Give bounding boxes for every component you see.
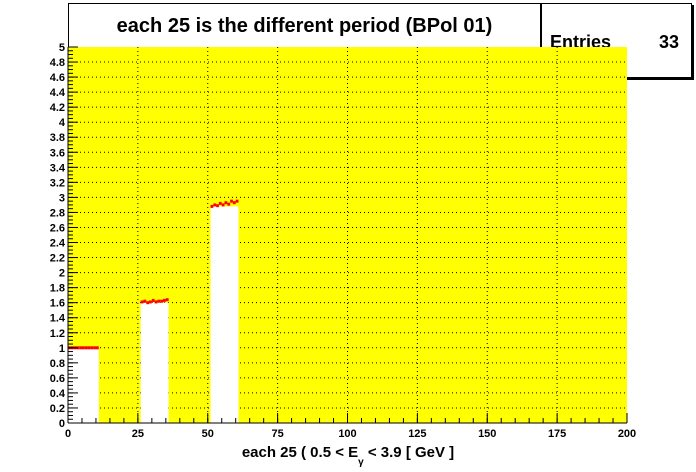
y-tick-label: 0.8: [50, 358, 65, 370]
x-tick-label: 75: [272, 428, 284, 440]
error-marker: [146, 301, 150, 305]
error-marker: [216, 204, 219, 208]
x-tick-label: 0: [65, 428, 71, 440]
y-tick-label: 1.6: [50, 298, 65, 310]
y-tick-label: 4.8: [50, 57, 65, 69]
histogram-bar: [210, 206, 239, 423]
error-marker: [165, 298, 169, 302]
y-tick-label: 3.2: [50, 177, 65, 189]
error-marker: [160, 299, 164, 303]
x-axis-title-part-2: < 3.9 [ GeV ]: [364, 444, 454, 461]
error-marker: [143, 299, 147, 303]
error-marker: [221, 203, 225, 207]
y-tick-label: 1.4: [50, 313, 66, 325]
axes-layer: [67, 46, 628, 424]
y-tick-label: 0: [59, 418, 65, 430]
x-tick-label: 25: [132, 428, 144, 440]
y-tick-label: 4.4: [50, 87, 66, 99]
grid-layer: [68, 47, 627, 423]
error-marker: [79, 346, 82, 350]
chart-title: each 25 is the different period (BPol 01…: [68, 3, 541, 49]
x-tick-label: 200: [618, 428, 636, 440]
bars-layer: [68, 206, 239, 423]
y-tick-label: 4.6: [50, 72, 65, 84]
error-marker: [95, 346, 99, 350]
y-tick-label: 2.4: [50, 238, 66, 250]
y-tick-label: 0.6: [50, 373, 65, 385]
y-tick-label: 2.8: [50, 207, 65, 219]
x-axis-title: each 25 ( 0.5 < Eγ < 3.9 [ GeV ]: [242, 444, 454, 468]
error-marker: [149, 300, 152, 304]
histogram-bar: [140, 302, 169, 423]
error-marker: [81, 346, 85, 350]
error-marker: [235, 199, 239, 203]
y-tick-label: 1: [59, 343, 65, 355]
error-marker: [84, 346, 88, 350]
y-tick-label: 2.2: [50, 253, 65, 265]
error-marker: [87, 346, 91, 350]
y-tick-label: 1.8: [50, 283, 65, 295]
tick-labels-layer: 0 0.2 0.4 0.6 0.8 1 1.2 1.4 1.6 1.8 2 2.2 2.4 2.6 2.8 3…: [50, 42, 636, 440]
x-tick-label: 175: [548, 428, 566, 440]
error-marker: [151, 298, 155, 302]
x-axis-title-subscript: γ: [358, 457, 364, 468]
error-marker: [227, 202, 231, 206]
y-tick-label: 4.2: [50, 102, 65, 114]
error-marker: [90, 346, 94, 350]
error-marker: [93, 346, 96, 350]
histogram-bar: [68, 347, 99, 423]
error-marker: [140, 300, 144, 304]
y-tick-label: 2.6: [50, 222, 65, 234]
y-tick-label: 5: [59, 42, 65, 54]
stats-entries-value: 33: [658, 32, 679, 52]
y-tick-label: 3.6: [50, 147, 65, 159]
x-tick-label: 125: [408, 428, 426, 440]
x-axis-title-part-1: each 25 ( 0.5 < E: [242, 444, 358, 461]
error-marker: [157, 299, 161, 303]
y-tick-label: 3: [59, 192, 65, 204]
y-tick-label: 0.4: [50, 388, 66, 400]
y-tick-label: 0.2: [50, 403, 65, 415]
error-marker: [154, 300, 158, 304]
y-tick-label: 2: [59, 268, 65, 280]
error-marker: [230, 199, 233, 203]
x-tick-label: 150: [478, 428, 496, 440]
error-marker: [210, 204, 214, 208]
error-marker: [224, 201, 228, 205]
x-tick-label: 50: [202, 428, 214, 440]
y-tick-label: 1.2: [50, 328, 65, 340]
y-tick-label: 3.8: [50, 132, 65, 144]
error-marker: [163, 298, 166, 302]
error-marker: [232, 201, 236, 205]
x-tick-label: 100: [338, 428, 356, 440]
error-marker: [213, 203, 217, 207]
y-tick-label: 3.4: [50, 162, 66, 174]
y-tick-label: 4: [59, 117, 66, 129]
error-marker: [218, 201, 222, 205]
